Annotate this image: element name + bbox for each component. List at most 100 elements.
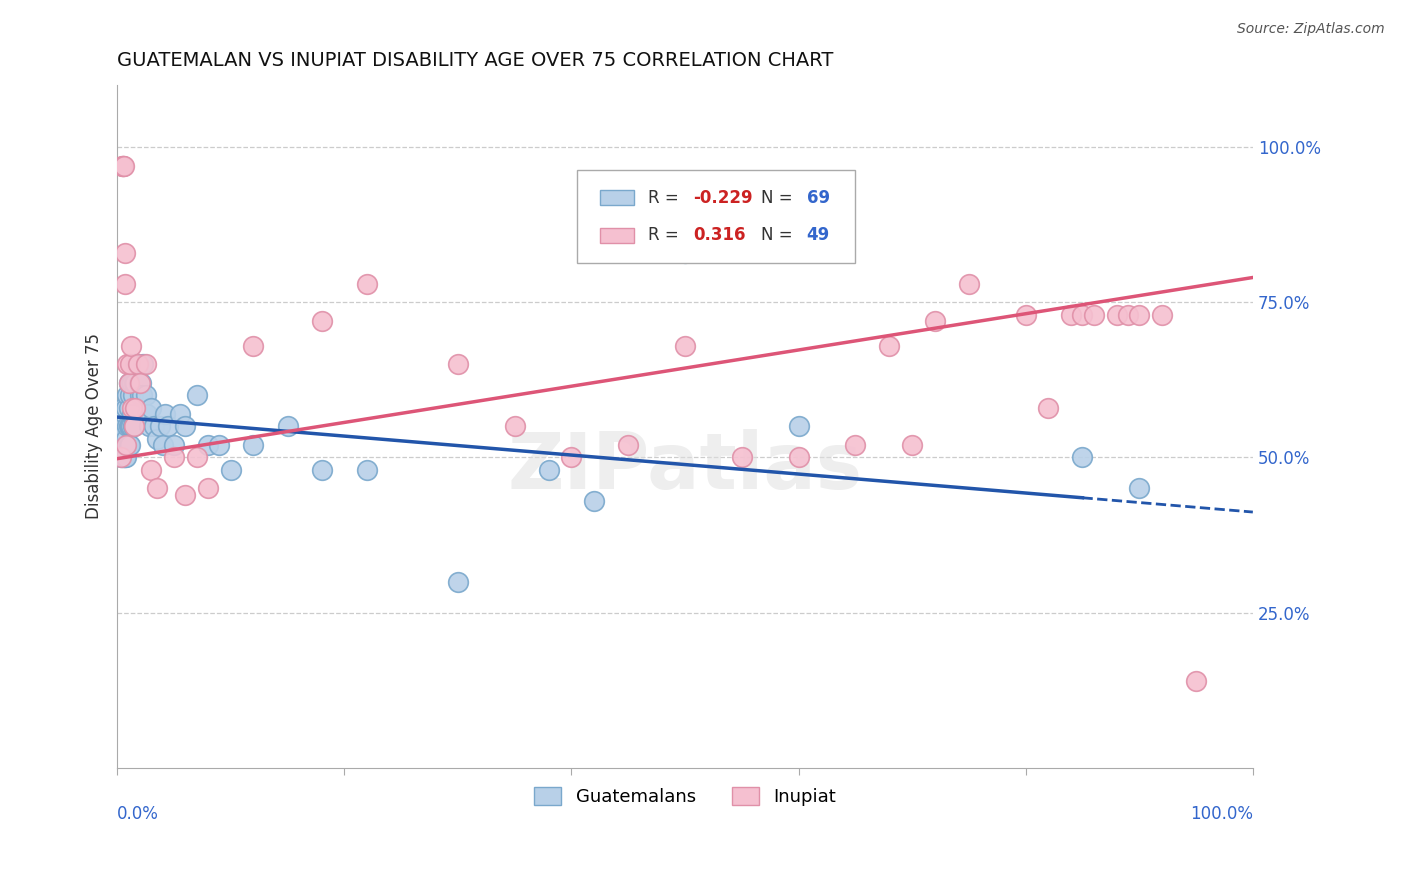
Text: 0.0%: 0.0%: [117, 805, 159, 823]
Point: [1116, 308, 1139, 322]
FancyBboxPatch shape: [600, 227, 634, 243]
Point: [121, 401, 143, 415]
Point: [1083, 308, 1105, 322]
Point: [118, 438, 141, 452]
Point: [673, 245, 696, 260]
Point: [1071, 308, 1094, 322]
Point: [131, 388, 153, 402]
Point: [311, 314, 333, 328]
Point: [132, 357, 155, 371]
Point: [242, 438, 264, 452]
Point: [169, 407, 191, 421]
Point: [118, 388, 141, 402]
Point: [125, 357, 148, 371]
Point: [129, 376, 152, 390]
Point: [186, 388, 208, 402]
Point: [1150, 308, 1173, 322]
Point: [901, 438, 924, 452]
Point: [111, 159, 134, 173]
Text: N =: N =: [761, 189, 799, 207]
Point: [277, 419, 299, 434]
Point: [117, 438, 139, 452]
Point: [157, 419, 180, 434]
Point: [197, 438, 219, 452]
Point: [122, 388, 145, 402]
Point: [1060, 308, 1083, 322]
Y-axis label: Disability Age Over 75: Disability Age Over 75: [86, 334, 103, 519]
Point: [135, 407, 157, 421]
Text: -0.229: -0.229: [693, 189, 752, 207]
Point: [118, 357, 141, 371]
Point: [924, 314, 946, 328]
Point: [138, 419, 160, 434]
Point: [1185, 673, 1208, 688]
Text: 69: 69: [807, 189, 830, 207]
Point: [242, 339, 264, 353]
Text: R =: R =: [648, 189, 683, 207]
Point: [617, 438, 640, 452]
Point: [174, 488, 197, 502]
Point: [111, 425, 134, 440]
Point: [844, 438, 866, 452]
Point: [879, 339, 901, 353]
Point: [114, 277, 136, 291]
Point: [583, 494, 606, 508]
Point: [117, 419, 139, 434]
Point: [122, 419, 145, 434]
Point: [311, 463, 333, 477]
Point: [560, 450, 582, 465]
Point: [110, 450, 132, 465]
Point: [124, 401, 146, 415]
Point: [957, 277, 980, 291]
Point: [117, 376, 139, 390]
Point: [117, 388, 139, 402]
Point: [111, 419, 134, 434]
Point: [122, 419, 145, 434]
Point: [356, 277, 378, 291]
Point: [122, 419, 145, 434]
Point: [118, 419, 141, 434]
Point: [135, 388, 157, 402]
Text: 0.316: 0.316: [693, 227, 745, 244]
Point: [111, 159, 134, 173]
Point: [142, 419, 165, 434]
Point: [447, 357, 470, 371]
Point: [117, 438, 139, 452]
Point: [135, 357, 157, 371]
Point: [112, 450, 135, 465]
FancyBboxPatch shape: [600, 190, 634, 205]
Point: [112, 432, 135, 446]
Point: [129, 388, 152, 402]
Point: [111, 450, 134, 465]
Point: [129, 376, 152, 390]
Point: [503, 419, 526, 434]
Point: [208, 438, 231, 452]
Point: [124, 376, 146, 390]
Point: [146, 432, 169, 446]
Point: [114, 425, 136, 440]
Text: 100.0%: 100.0%: [1189, 805, 1253, 823]
Point: [174, 419, 197, 434]
Point: [127, 357, 149, 371]
Point: [163, 450, 186, 465]
Point: [1038, 401, 1060, 415]
Point: [356, 463, 378, 477]
Point: [124, 357, 146, 371]
FancyBboxPatch shape: [576, 170, 855, 262]
Point: [141, 463, 163, 477]
Point: [537, 463, 560, 477]
Point: [186, 450, 208, 465]
Point: [115, 450, 138, 465]
Point: [117, 357, 139, 371]
Point: [111, 401, 134, 415]
Point: [121, 407, 143, 421]
Point: [114, 450, 136, 465]
Point: [114, 245, 136, 260]
Point: [146, 482, 169, 496]
Point: [120, 376, 142, 390]
Point: [163, 438, 186, 452]
Text: 49: 49: [807, 227, 830, 244]
Point: [219, 463, 242, 477]
Point: [1105, 308, 1128, 322]
Point: [114, 407, 136, 421]
